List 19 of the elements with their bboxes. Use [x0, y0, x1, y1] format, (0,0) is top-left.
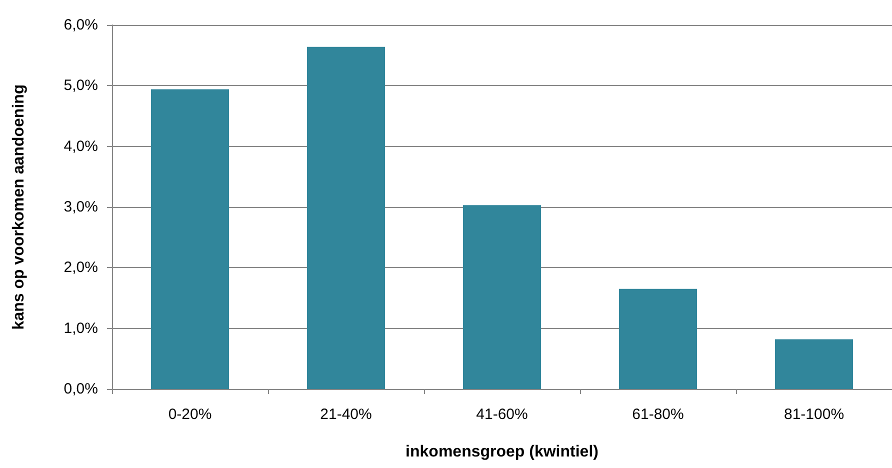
y-axis-title: kans op voorkomen aandoening [10, 84, 28, 330]
y-tick-label: 0,0% [64, 380, 98, 398]
bar [151, 89, 229, 389]
x-tick-label: 41-60% [476, 406, 528, 423]
y-tick-label: 1,0% [64, 320, 98, 337]
bar [307, 46, 385, 389]
x-tick-label: 61-80% [632, 406, 684, 423]
y-tick-label: 4,0% [64, 138, 98, 155]
y-tick-label: 3,0% [64, 198, 98, 216]
bar [619, 288, 697, 389]
x-axis-title: inkomensgroep (kwintiel) [406, 444, 598, 460]
y-tick-label: 5,0% [64, 77, 98, 94]
y-tick-label: 2,0% [64, 259, 98, 276]
y-tick-label: 6,0% [64, 16, 98, 34]
bar [463, 205, 541, 389]
x-tick-label: 21-40% [320, 406, 372, 423]
x-tick-label: 81-100% [784, 406, 844, 423]
bar [775, 339, 853, 389]
x-tick-label: 0-20% [168, 406, 212, 423]
